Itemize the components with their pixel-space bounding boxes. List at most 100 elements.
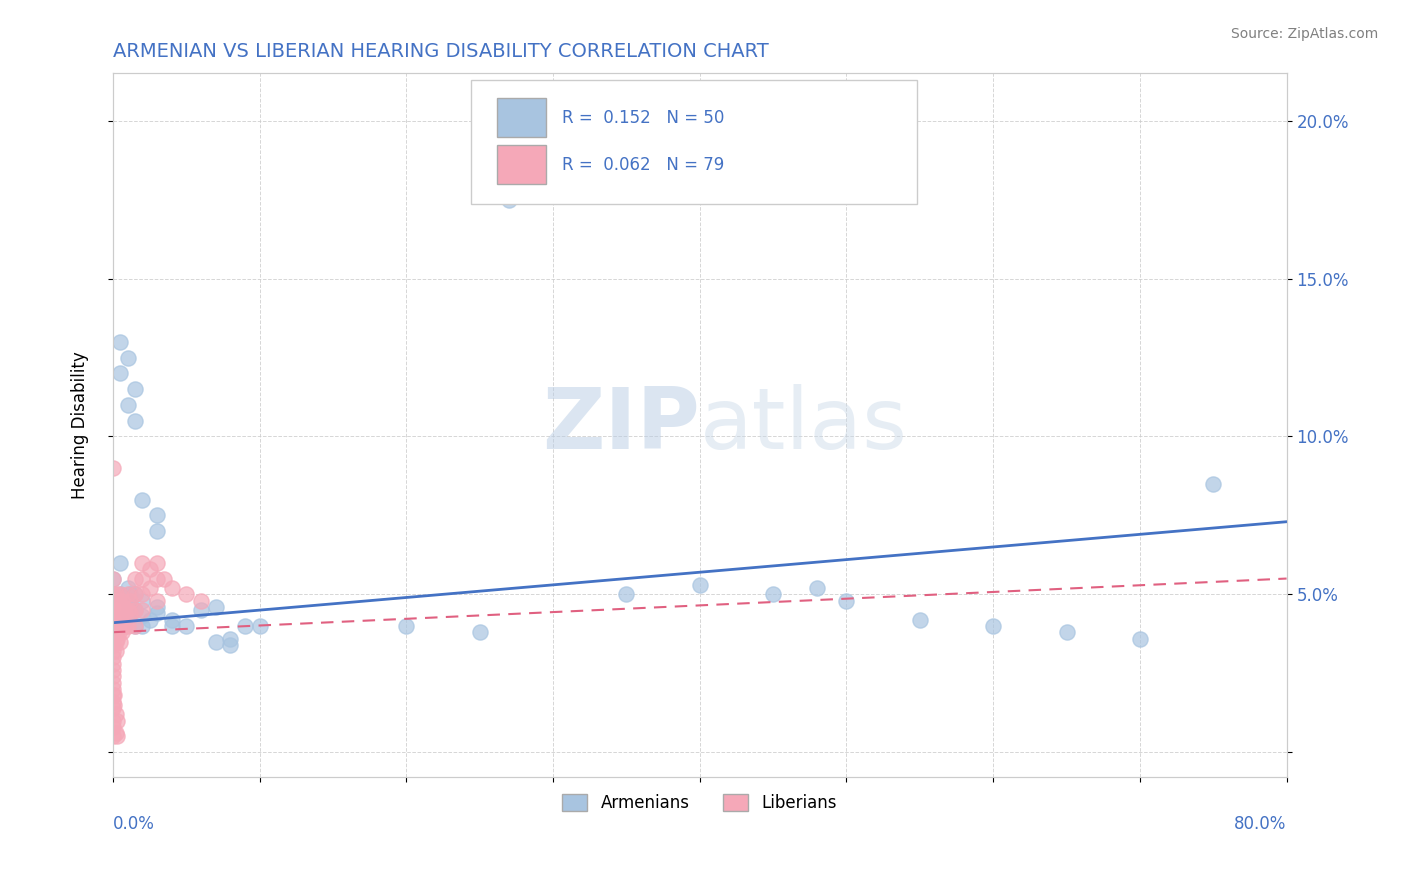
Point xyxy=(124,414,146,428)
Point xyxy=(101,689,124,703)
Point xyxy=(101,632,124,646)
Point xyxy=(131,587,153,601)
Point xyxy=(101,701,124,715)
FancyBboxPatch shape xyxy=(496,98,546,136)
Point xyxy=(468,625,491,640)
Point xyxy=(101,603,124,617)
Point xyxy=(108,587,131,601)
Point xyxy=(107,599,129,614)
Point xyxy=(120,599,142,614)
Point xyxy=(108,334,131,349)
Point xyxy=(131,593,153,607)
Point xyxy=(160,619,183,633)
Point xyxy=(104,634,127,648)
Point xyxy=(101,593,124,607)
Point xyxy=(762,587,785,601)
Point xyxy=(101,695,124,709)
Point xyxy=(105,714,128,728)
Point xyxy=(131,609,153,624)
Point xyxy=(204,599,226,614)
Point xyxy=(124,587,146,601)
Point xyxy=(120,587,142,601)
Point xyxy=(138,581,160,595)
Point xyxy=(105,597,128,611)
Point xyxy=(190,593,212,607)
FancyBboxPatch shape xyxy=(496,145,546,184)
Point xyxy=(1056,625,1078,640)
Point xyxy=(101,461,124,475)
Point xyxy=(103,698,125,712)
Point xyxy=(131,572,153,586)
Point xyxy=(835,593,858,607)
Point xyxy=(101,572,124,586)
Point xyxy=(219,638,242,652)
Point xyxy=(614,587,637,601)
Point xyxy=(117,587,139,601)
Point xyxy=(908,613,931,627)
Legend: Armenians, Liberians: Armenians, Liberians xyxy=(555,787,844,818)
Point xyxy=(105,632,128,646)
Point xyxy=(104,603,127,617)
Point xyxy=(120,607,142,621)
Point xyxy=(108,556,131,570)
Point xyxy=(101,587,124,601)
Point xyxy=(101,714,124,728)
Point xyxy=(111,607,134,621)
Point xyxy=(101,613,124,627)
Point xyxy=(117,351,139,365)
Point xyxy=(101,669,124,683)
Point xyxy=(146,556,169,570)
Point xyxy=(233,619,256,633)
Point xyxy=(146,599,169,614)
Point xyxy=(101,625,124,640)
Point xyxy=(124,603,146,617)
Point xyxy=(108,619,131,633)
Point xyxy=(105,619,128,633)
Text: 0.0%: 0.0% xyxy=(112,815,155,833)
Point xyxy=(117,398,139,412)
Point xyxy=(111,593,134,607)
Point xyxy=(124,587,146,601)
Point xyxy=(101,720,124,734)
Point xyxy=(101,619,124,633)
Point xyxy=(689,578,711,592)
Point xyxy=(124,603,146,617)
Point xyxy=(107,613,129,627)
Point xyxy=(124,382,146,396)
Point xyxy=(104,619,127,633)
Y-axis label: Hearing Disability: Hearing Disability xyxy=(72,351,89,500)
Point xyxy=(108,587,131,601)
Point xyxy=(153,572,176,586)
Point xyxy=(498,193,520,207)
Point xyxy=(117,619,139,633)
Point xyxy=(146,508,169,523)
Point xyxy=(124,572,146,586)
Point xyxy=(395,619,418,633)
Point xyxy=(249,619,271,633)
Point xyxy=(124,619,146,633)
Point xyxy=(114,607,136,621)
Point xyxy=(806,581,828,595)
Point xyxy=(117,581,139,595)
Text: ARMENIAN VS LIBERIAN HEARING DISABILITY CORRELATION CHART: ARMENIAN VS LIBERIAN HEARING DISABILITY … xyxy=(112,42,769,61)
Point xyxy=(112,613,135,627)
Point xyxy=(174,587,197,601)
Point xyxy=(219,632,242,646)
Point xyxy=(146,607,169,621)
Point xyxy=(101,675,124,690)
Text: atlas: atlas xyxy=(700,384,908,467)
Text: ZIP: ZIP xyxy=(541,384,700,467)
Text: Source: ZipAtlas.com: Source: ZipAtlas.com xyxy=(1230,27,1378,41)
Point xyxy=(103,689,125,703)
Point xyxy=(101,638,124,652)
Point xyxy=(146,593,169,607)
Point xyxy=(131,603,153,617)
Point xyxy=(204,634,226,648)
Point xyxy=(104,593,127,607)
Point xyxy=(101,587,124,601)
Point xyxy=(112,599,135,614)
FancyBboxPatch shape xyxy=(471,80,917,203)
Point xyxy=(108,367,131,381)
Point xyxy=(101,663,124,677)
Point xyxy=(105,609,128,624)
